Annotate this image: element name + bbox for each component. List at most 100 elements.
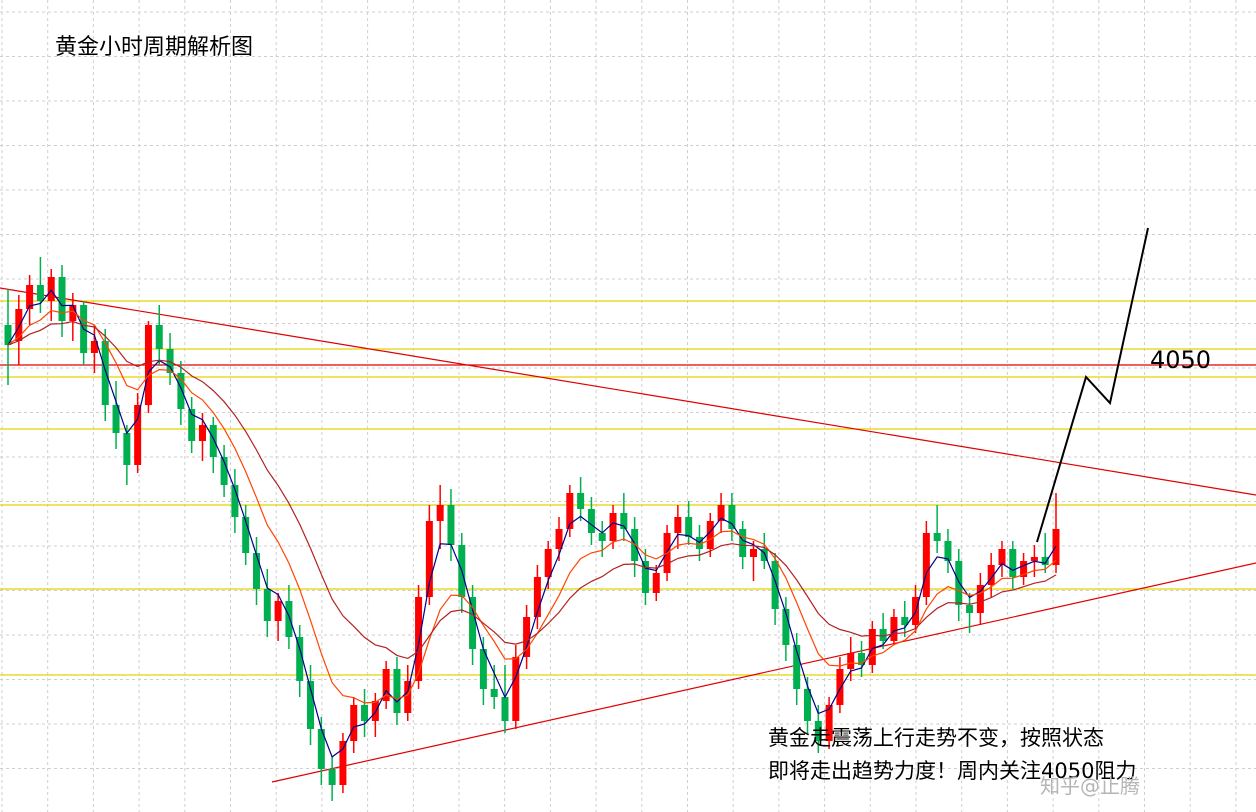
candle-bearish bbox=[242, 517, 250, 553]
candle-bearish bbox=[501, 697, 509, 721]
candle-bullish bbox=[976, 585, 984, 613]
candle-bearish bbox=[36, 285, 44, 301]
price-levels bbox=[0, 300, 1256, 676]
candle-bearish bbox=[933, 533, 941, 541]
candle-bullish bbox=[15, 309, 23, 341]
candle-bearish bbox=[814, 721, 822, 741]
candle-bullish bbox=[274, 601, 282, 621]
candle-bearish bbox=[782, 609, 790, 645]
candle-bullish bbox=[436, 505, 444, 521]
candle-bearish bbox=[101, 341, 109, 405]
candle-bearish bbox=[166, 349, 174, 373]
candle-bullish bbox=[555, 529, 563, 549]
candle-bearish bbox=[1041, 557, 1049, 565]
descending-resistance-line bbox=[0, 287, 1256, 496]
candle-bearish bbox=[447, 505, 455, 545]
candle-bullish bbox=[425, 521, 433, 597]
candle-bullish bbox=[847, 653, 855, 669]
candle-bullish bbox=[144, 325, 152, 405]
candle-bullish bbox=[868, 629, 876, 665]
candle-bearish bbox=[577, 493, 585, 509]
candle-bullish bbox=[998, 549, 1006, 565]
candle-bearish bbox=[966, 605, 974, 613]
candle-bullish bbox=[371, 701, 379, 721]
candle-bullish bbox=[674, 517, 682, 533]
candle-bullish bbox=[717, 505, 725, 521]
candle-bearish bbox=[231, 485, 239, 517]
candle-bullish bbox=[987, 565, 995, 585]
annotation-line-2: 即将走出趋势力度！周内关注4050阻力 bbox=[768, 759, 1136, 783]
candle-bearish bbox=[955, 561, 963, 605]
ma-slow-line bbox=[7, 320, 1057, 660]
candle-bearish bbox=[209, 425, 217, 457]
candle-bearish bbox=[879, 629, 887, 641]
ma-medium-line bbox=[7, 309, 1057, 704]
candle-bullish bbox=[1030, 557, 1038, 561]
candle-bullish bbox=[609, 513, 617, 541]
level-label-4050: 4050 bbox=[1150, 346, 1211, 374]
candle-bullish bbox=[350, 705, 358, 741]
candle-bearish bbox=[685, 517, 693, 537]
candle-bullish bbox=[836, 669, 844, 705]
candle-bearish bbox=[123, 433, 131, 465]
forecast-path bbox=[1036, 227, 1149, 543]
candle-bullish bbox=[90, 341, 98, 353]
candle-bearish bbox=[317, 729, 325, 769]
candle-bearish bbox=[307, 681, 315, 729]
candle-bearish bbox=[858, 653, 866, 665]
candle-bullish bbox=[512, 657, 520, 721]
candle-bullish bbox=[1020, 561, 1028, 577]
candle-bearish bbox=[469, 597, 477, 649]
candle-bullish bbox=[544, 549, 552, 577]
candle-bearish bbox=[944, 541, 952, 561]
candle-bearish bbox=[155, 325, 163, 349]
candle-bearish bbox=[641, 561, 649, 593]
candle-bearish bbox=[760, 549, 768, 561]
candle-bearish bbox=[1009, 549, 1017, 577]
candle-bullish bbox=[404, 681, 412, 713]
candle-bullish bbox=[47, 277, 55, 301]
candle-bullish bbox=[339, 741, 347, 785]
candle-bearish bbox=[188, 409, 196, 441]
candle-bullish bbox=[533, 577, 541, 617]
candle-bullish bbox=[890, 617, 898, 641]
candle-bullish bbox=[523, 617, 531, 657]
candle-bearish bbox=[804, 689, 812, 721]
trendlines bbox=[0, 287, 1256, 783]
candle-bearish bbox=[361, 705, 369, 721]
candle-bearish bbox=[263, 589, 271, 621]
candle-bullish bbox=[706, 521, 714, 549]
watermark-text: 知乎@止腾 bbox=[1040, 774, 1140, 798]
candle-bullish bbox=[26, 285, 34, 309]
candle-bullish bbox=[134, 405, 142, 465]
candle-bearish bbox=[393, 669, 401, 713]
candle-bearish bbox=[177, 373, 185, 409]
candle-bearish bbox=[479, 649, 487, 689]
candle-bearish bbox=[112, 405, 120, 433]
ascending-support-line bbox=[271, 562, 1256, 783]
candle-bullish bbox=[825, 705, 833, 741]
candle-bearish bbox=[587, 509, 595, 533]
candle-bearish bbox=[490, 689, 498, 697]
candle-bearish bbox=[58, 277, 66, 321]
annotation-line-1: 黄金走震荡上行走势不变，按照状态 bbox=[768, 726, 1104, 750]
candle-bearish bbox=[296, 637, 304, 681]
candles bbox=[4, 257, 1060, 801]
candle-bullish bbox=[652, 573, 660, 593]
ma-fast-line bbox=[7, 289, 1057, 758]
chart-title: 黄金小时周期解析图 bbox=[55, 35, 253, 60]
candle-bullish bbox=[198, 425, 206, 441]
candle-bearish bbox=[901, 617, 909, 625]
candle-bearish bbox=[771, 561, 779, 609]
candle-bullish bbox=[382, 669, 390, 701]
candle-bearish bbox=[252, 553, 260, 589]
candle-bearish bbox=[793, 645, 801, 689]
candle-bearish bbox=[598, 533, 606, 541]
candle-bearish bbox=[328, 769, 336, 785]
candle-bullish bbox=[415, 597, 423, 681]
moving-averages bbox=[7, 289, 1057, 758]
candle-bullish bbox=[922, 533, 930, 597]
